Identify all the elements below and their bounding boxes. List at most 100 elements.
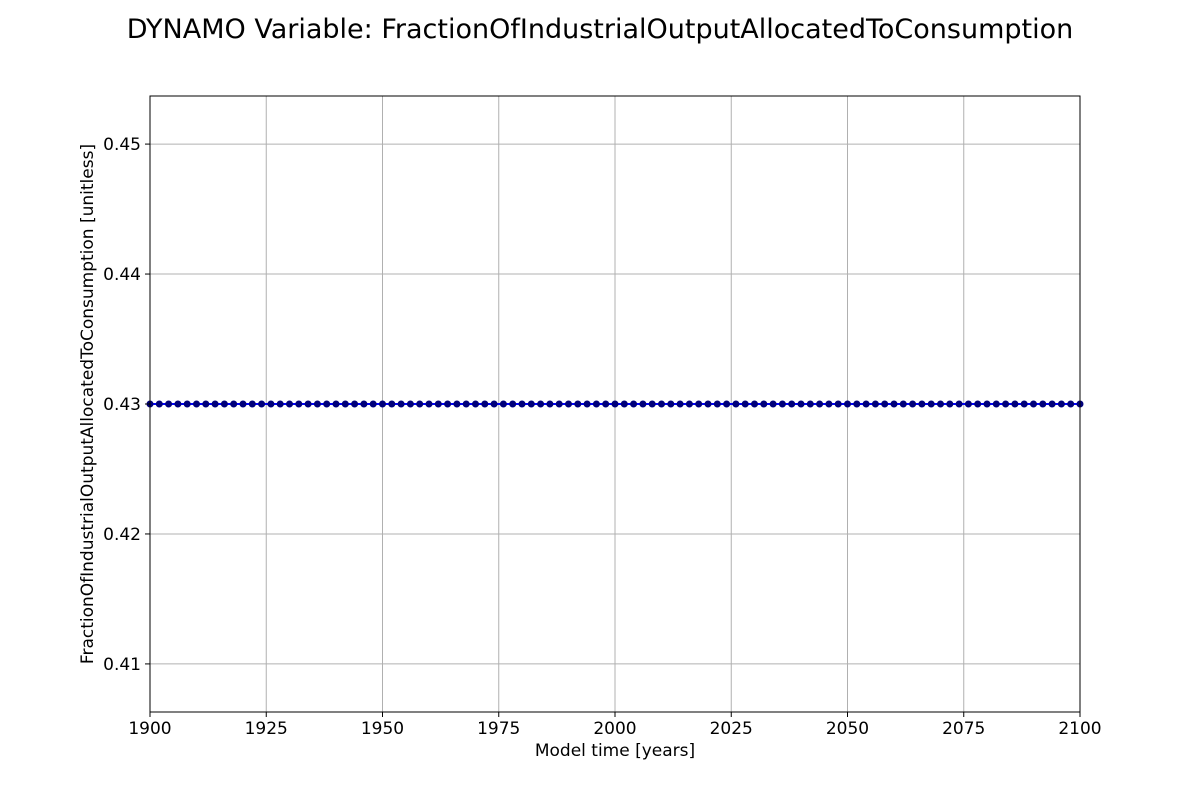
data-point [360,400,368,408]
data-point [713,400,721,408]
data-point [155,400,163,408]
data-point [871,400,879,408]
x-tick-label: 2100 [1058,719,1101,739]
data-point [248,400,256,408]
data-point [341,400,349,408]
data-point [323,400,331,408]
data-point [676,400,684,408]
data-point [472,400,479,408]
x-tick-label: 1950 [361,719,404,739]
data-point [546,400,554,408]
y-tick-label: 0.45 [103,135,141,155]
data-point [853,400,861,408]
y-tick-label: 0.43 [103,395,141,415]
data-point [369,400,377,408]
y-axis-label: FractionOfIndustrialOutputAllocatedToCon… [78,144,98,664]
data-point [723,400,731,408]
data-point [481,400,489,408]
data-point [974,400,982,408]
data-point [1011,400,1019,408]
data-point [1057,400,1065,408]
data-point [1020,400,1028,408]
data-point [388,400,396,408]
data-point [230,400,238,408]
x-tick-label: 2025 [710,719,753,739]
data-point [806,400,814,408]
x-tick-label: 2000 [593,719,636,739]
data-point [406,400,414,408]
data-point [174,400,182,408]
data-point [592,400,600,408]
data-point [165,400,173,408]
data-point [379,400,386,408]
chart-title: DYNAMO Variable: FractionOfIndustrialOut… [127,14,1074,45]
data-point [862,400,870,408]
data-point [258,400,266,408]
data-point [1067,400,1075,408]
data-point [685,400,693,408]
data-point [555,400,563,408]
data-point [518,400,526,408]
data-point [741,400,749,408]
data-point [276,400,284,408]
data-point [351,400,359,408]
data-point [202,400,210,408]
y-tick-label: 0.44 [103,265,141,285]
data-point [304,400,312,408]
data-point [732,400,740,408]
series-group [146,400,1084,408]
x-tick-label: 2050 [826,719,869,739]
data-point [583,400,591,408]
data-point [788,400,796,408]
data-point [1002,400,1010,408]
data-point [639,400,647,408]
y-tick-label: 0.42 [103,525,141,545]
data-point [648,400,656,408]
data-point [611,400,619,408]
data-point [295,400,303,408]
ticks: 1900 1925 1950 1975 2000 2025 2050 2075 2100 0.41… [103,135,1101,739]
data-point [267,400,275,408]
data-point [565,400,572,408]
data-point [927,400,935,408]
data-point [751,400,758,408]
data-point [704,400,712,408]
data-point [444,400,452,408]
data-point [425,400,433,408]
data-point [760,400,768,408]
data-point [918,400,926,408]
data-point [332,400,340,408]
data-point [462,400,470,408]
data-point [778,400,786,408]
data-point [183,400,191,408]
x-tick-label: 2075 [942,719,985,739]
data-point [490,400,498,408]
data-point [769,400,777,408]
data-point [602,400,610,408]
data-point [574,400,582,408]
data-point [499,400,507,408]
data-point [816,400,824,408]
x-tick-label: 1900 [128,719,171,739]
data-point [1048,400,1056,408]
y-tick-label: 0.41 [103,655,141,675]
data-point [620,400,628,408]
x-tick-label: 1975 [477,719,520,739]
data-point [630,400,638,408]
data-point [964,400,972,408]
data-point [955,400,963,408]
data-point [890,400,898,408]
data-point [797,400,805,408]
data-point [1030,400,1037,408]
data-point [937,400,944,408]
data-point [193,400,200,408]
data-point [220,400,228,408]
x-axis-label: Model time [years] [535,741,695,761]
data-point [397,400,405,408]
data-point [286,400,293,408]
data-point [658,400,665,408]
data-point [825,400,833,408]
data-point [992,400,1000,408]
data-point [313,400,321,408]
